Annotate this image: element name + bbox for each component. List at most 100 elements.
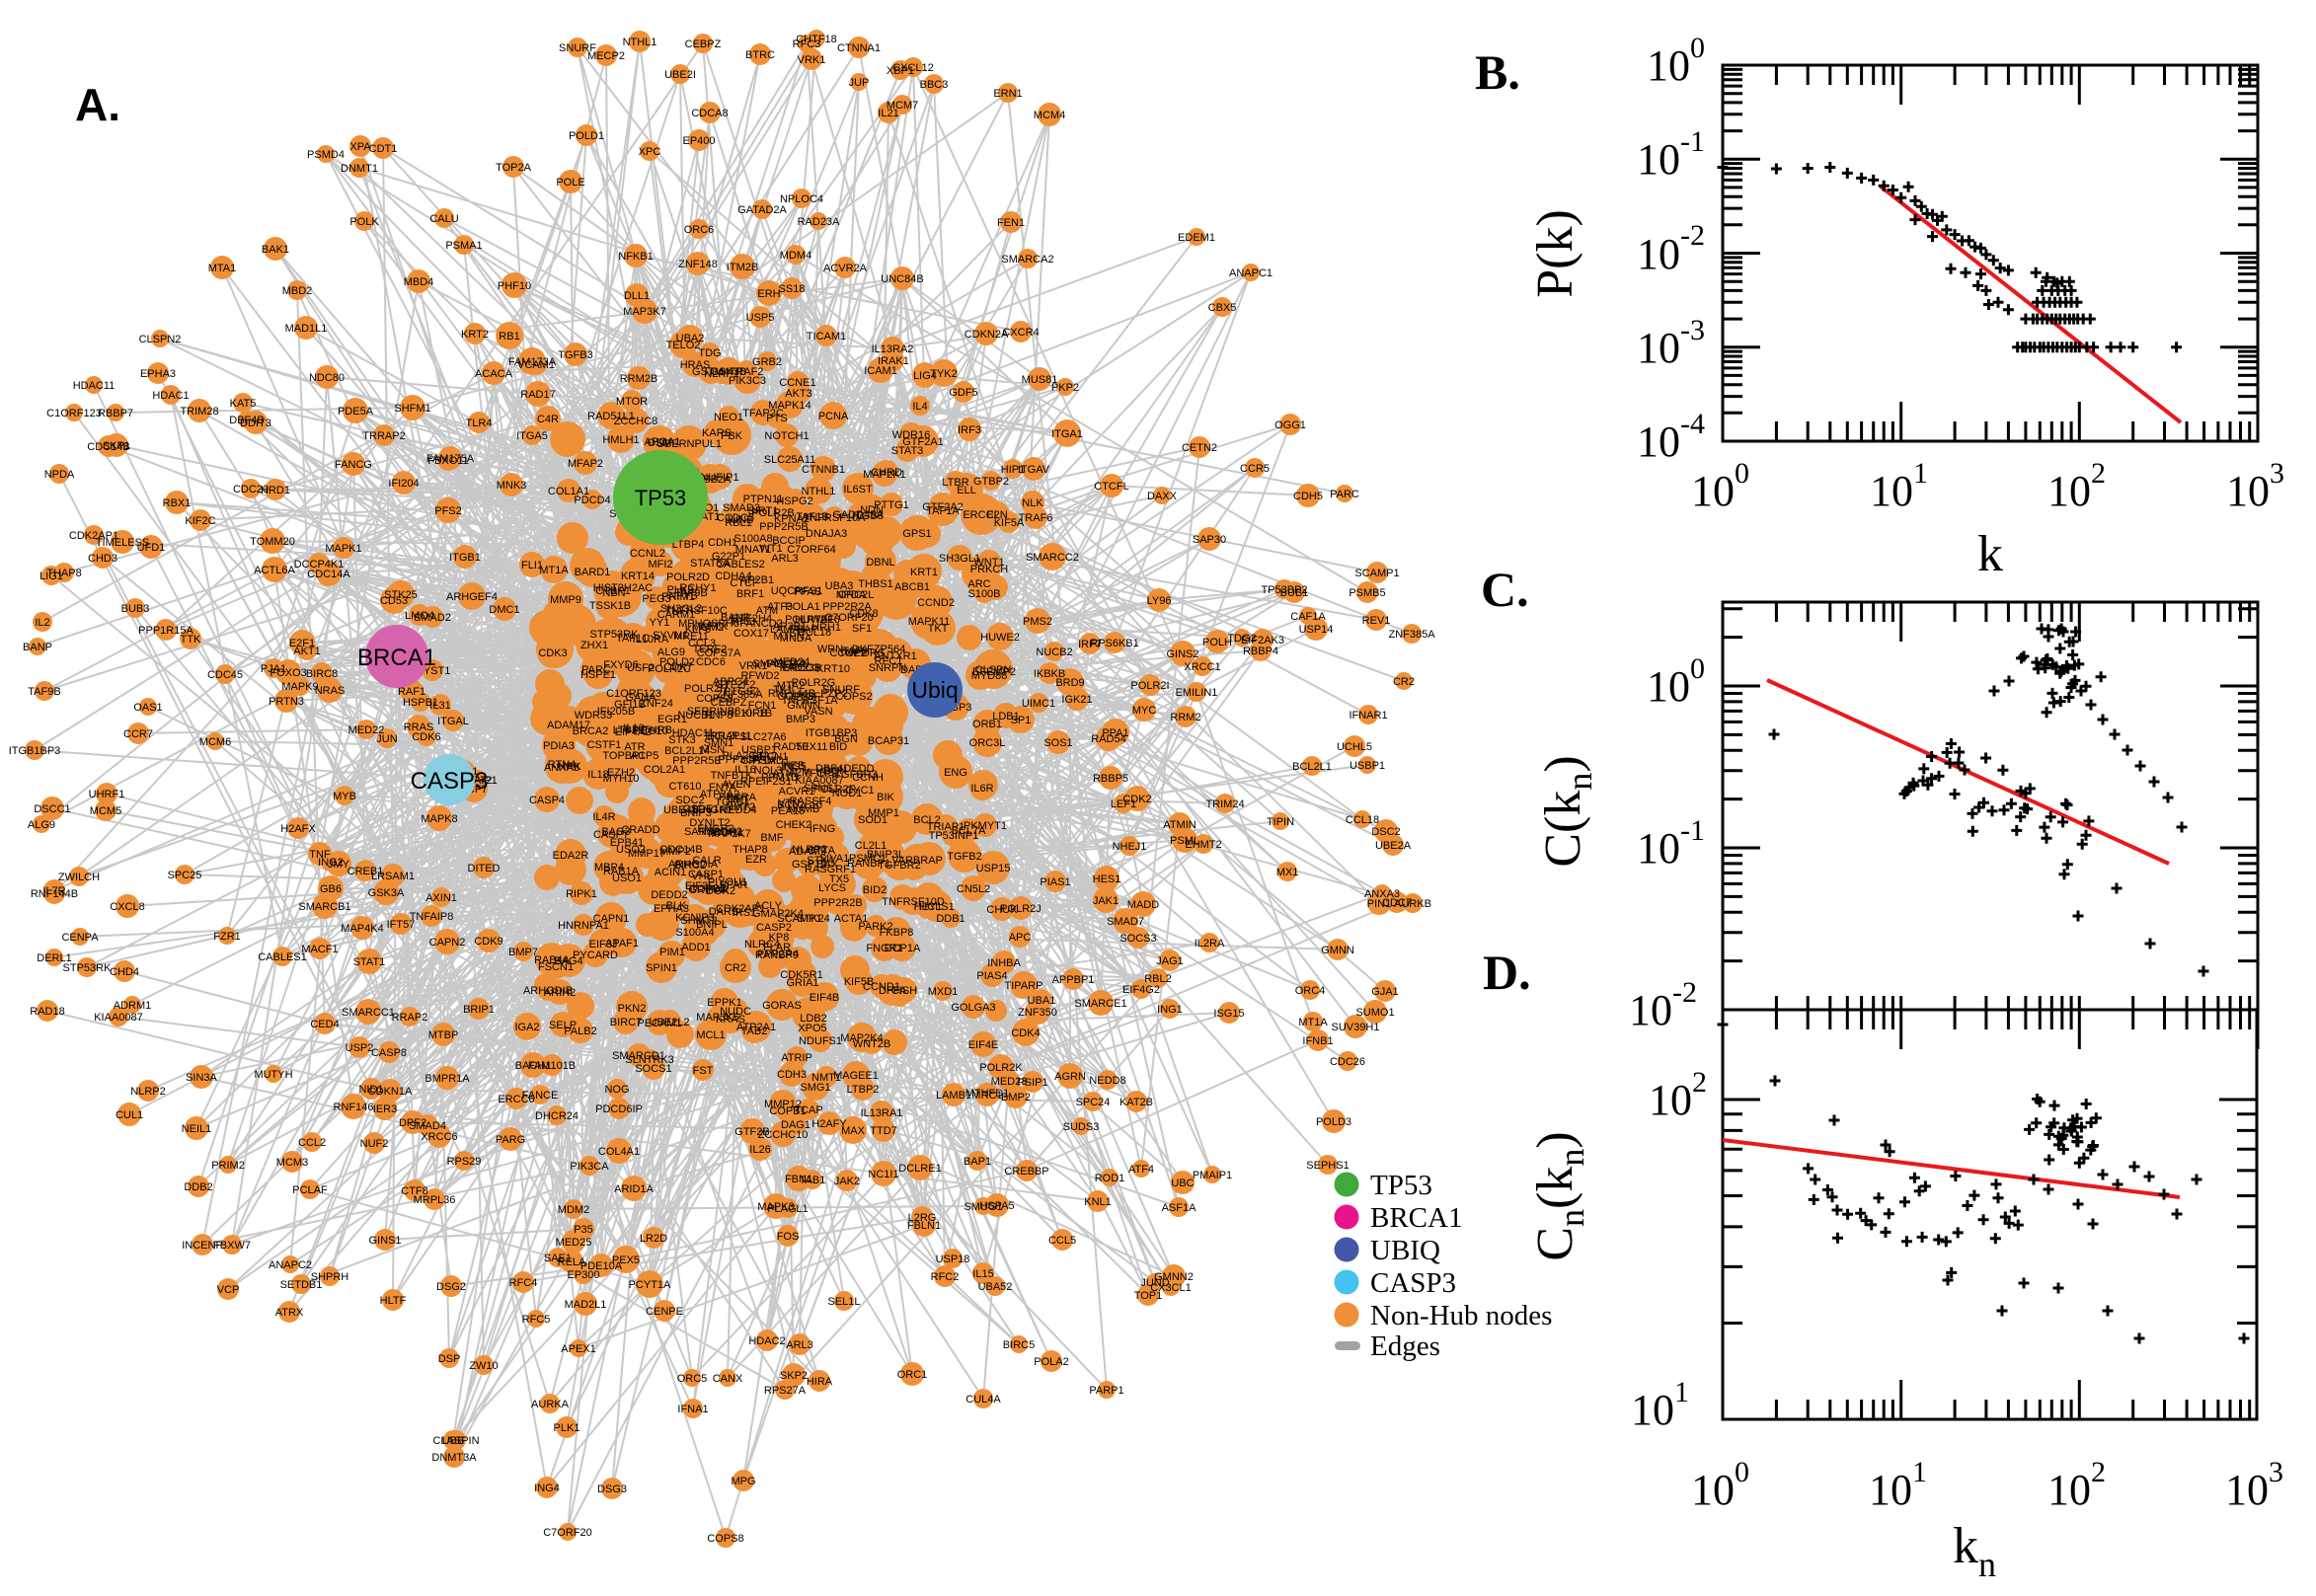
svg-text:PARC: PARC [1330,489,1359,500]
svg-text:KRT1: KRT1 [910,567,938,578]
svg-text:LR2D: LR2D [640,1233,667,1245]
svg-text:GRB2: GRB2 [752,356,782,368]
svg-text:TAF9B: TAF9B [28,686,60,698]
svg-text:PIAS4: PIAS4 [976,970,1007,982]
svg-text:KAT2B: KAT2B [1119,1097,1153,1108]
svg-text:STP53RK: STP53RK [63,962,113,974]
svg-text:C(kn): C(kn) [1535,755,1599,867]
svg-text:GRIPAR: GRIPAR [688,884,729,896]
svg-text:GJA1: GJA1 [1371,986,1399,998]
svg-text:SMARCB1: SMARCB1 [298,901,350,913]
svg-text:EZR: EZR [745,854,767,866]
svg-text:MDM4: MDM4 [780,250,811,262]
svg-text:MAPK3: MAPK3 [757,1201,794,1213]
svg-text:POLD1: POLD1 [569,130,604,142]
svg-text:CHD3: CHD3 [88,553,117,565]
svg-text:10: 10 [2047,1466,2091,1514]
svg-text:IL6ST: IL6ST [843,484,873,495]
svg-text:MAD1L1: MAD1L1 [285,323,328,335]
svg-text:DBF4B: DBF4B [229,415,264,426]
svg-text:CDC20: CDC20 [233,484,269,495]
svg-text:IFNA1: IFNA1 [677,1404,708,1415]
svg-text:NPDA: NPDA [44,469,75,481]
svg-text:WNT1: WNT1 [973,557,1004,569]
svg-text:10: 10 [1637,230,1680,278]
svg-text:C7ORF20: C7ORF20 [543,1527,592,1539]
svg-text:10: 10 [1691,467,1735,515]
svg-text:ITGAL: ITGAL [437,716,469,727]
svg-text:CR2: CR2 [1393,676,1415,688]
svg-text:DNMT1: DNMT1 [341,163,378,175]
svg-text:TP53: TP53 [635,486,687,510]
svg-text:KRT10: KRT10 [816,663,850,675]
svg-text:RBBP7: RBBP7 [98,408,133,419]
svg-text:CCR7: CCR7 [123,728,153,740]
svg-text:MED23: MED23 [991,1076,1028,1088]
svg-text:MYC: MYC [1132,705,1157,717]
svg-text:PECAM1: PECAM1 [637,1018,681,1029]
svg-text:CDK9: CDK9 [474,936,502,948]
svg-text:APEX1: APEX1 [561,1343,595,1355]
svg-text:SIN3A: SIN3A [186,1072,217,1084]
svg-text:GPS1: GPS1 [902,528,931,540]
svg-text:10: 10 [1637,324,1680,372]
svg-text:-4: -4 [1680,408,1705,440]
svg-text:COL2A1: COL2A1 [644,764,685,776]
svg-text:FCN1: FCN1 [748,700,777,712]
svg-text:BMP7: BMP7 [508,947,538,958]
svg-text:PSMD4: PSMD4 [307,149,345,161]
svg-text:ITGA5: ITGA5 [516,430,548,442]
svg-text:EPHA3: EPHA3 [140,368,176,380]
svg-text:HRH1: HRH1 [811,622,841,634]
svg-text:1: 1 [1912,1456,1927,1488]
svg-text:0: 0 [1735,457,1749,490]
svg-text:CBX5: CBX5 [1208,302,1237,314]
svg-text:XRCC1: XRCC1 [1184,661,1220,673]
svg-text:TCAP: TCAP [794,1104,822,1116]
svg-text:CDK3: CDK3 [538,647,567,659]
svg-text:10: 10 [1869,1466,1912,1514]
svg-text:KIAA0087: KIAA0087 [94,1012,143,1024]
svg-text:USP14: USP14 [1299,624,1334,636]
svg-text:MTBP: MTBP [428,1029,459,1041]
svg-text:PSMA1: PSMA1 [445,240,482,252]
svg-text:IFT57: IFT57 [387,919,416,931]
svg-text:YY1: YY1 [650,617,670,629]
svg-text:TRIM28: TRIM28 [180,406,218,418]
svg-text:SMARCA4: SMARCA4 [752,658,805,670]
svg-text:DSG3: DSG3 [597,1483,627,1495]
svg-text:PFS2: PFS2 [434,505,462,517]
svg-text:UNC84B: UNC84B [881,273,923,285]
svg-text:AGRN: AGRN [1054,1071,1086,1083]
svg-text:CDC45: CDC45 [207,669,243,681]
svg-text:NC1I1: NC1I1 [868,1169,898,1180]
svg-text:ADRM1: ADRM1 [114,1000,152,1012]
svg-text:FBN1: FBN1 [785,1174,812,1185]
svg-text:BCAP31: BCAP31 [868,735,909,747]
svg-text:D.: D. [1483,945,1531,1000]
svg-text:DHCR24: DHCR24 [535,1110,579,1122]
svg-text:AVEN: AVEN [722,779,750,791]
svg-text:DMC1: DMC1 [489,604,519,616]
svg-text:POLK: POLK [349,216,379,228]
svg-text:GSK3A: GSK3A [368,887,405,899]
svg-text:IL13RA2: IL13RA2 [872,343,914,355]
svg-text:ADAM17: ADAM17 [547,720,590,731]
svg-text:ADD1: ADD1 [681,942,710,953]
svg-text:DLL1: DLL1 [624,290,650,302]
svg-text:ANXA3: ANXA3 [1364,888,1400,900]
svg-text:SMUG1: SMUG1 [964,1201,1002,1213]
svg-text:ING1: ING1 [1157,1004,1183,1016]
svg-text:ABCB1: ABCB1 [894,581,930,593]
svg-text:SF1: SF1 [852,623,872,635]
svg-text:1: 1 [1674,1376,1689,1408]
svg-text:EDA2R: EDA2R [553,850,589,862]
svg-text:HMLH1: HMLH1 [602,434,639,446]
svg-text:ARID1A: ARID1A [614,1183,654,1195]
svg-text:GTF2B: GTF2B [734,1126,769,1138]
svg-text:CANX: CANX [713,1373,743,1385]
svg-text:PPP2R5B: PPP2R5B [759,521,809,533]
svg-text:USP2: USP2 [346,1042,374,1054]
svg-text:MMP2: MMP2 [659,846,691,858]
svg-text:CASP3: CASP3 [411,768,489,795]
